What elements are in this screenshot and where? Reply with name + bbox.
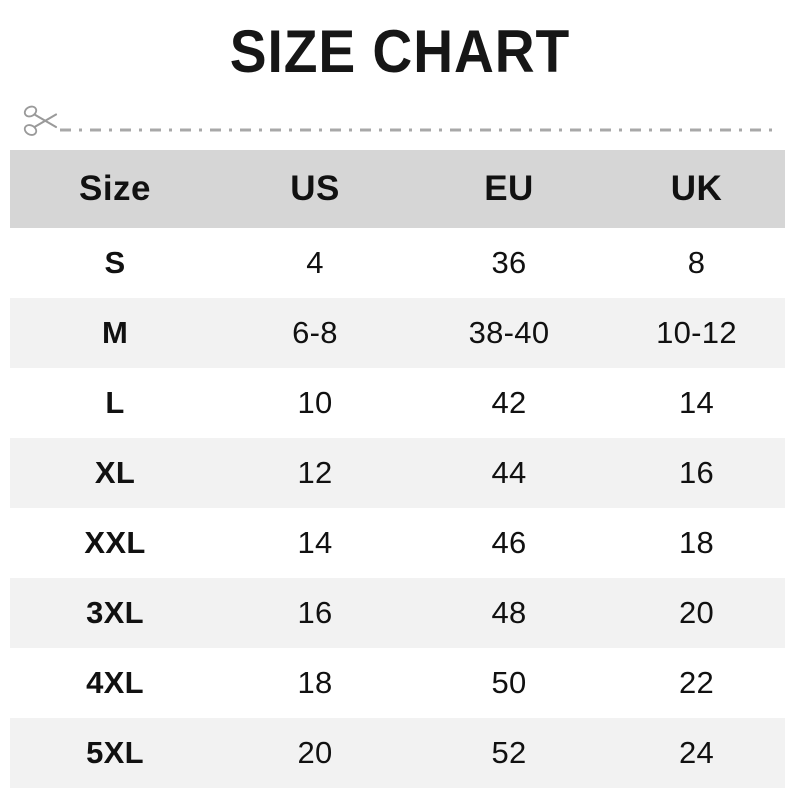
size-chart-table: Size US EU UK S 4 36 8 M 6-8 38-40 10-12… [10, 150, 785, 788]
page-title-container: SIZE CHART [0, 22, 800, 82]
column-header-us: US [220, 150, 410, 228]
cell-uk: 22 [608, 648, 785, 718]
scissors-icon [22, 104, 62, 138]
cell-us: 14 [220, 508, 410, 578]
cell-size: XXL [10, 508, 220, 578]
cell-uk: 16 [608, 438, 785, 508]
cell-size: S [10, 228, 220, 298]
cell-size: L [10, 368, 220, 438]
column-header-uk: UK [608, 150, 785, 228]
cell-uk: 18 [608, 508, 785, 578]
table-row: 4XL 18 50 22 [10, 648, 785, 718]
column-header-eu: EU [410, 150, 608, 228]
column-header-size: Size [10, 150, 220, 228]
table-body: S 4 36 8 M 6-8 38-40 10-12 L 10 42 14 XL… [10, 228, 785, 788]
cell-size: M [10, 298, 220, 368]
table-row: 5XL 20 52 24 [10, 718, 785, 788]
cell-us: 12 [220, 438, 410, 508]
table-header-row: Size US EU UK [10, 150, 785, 228]
cell-eu: 50 [410, 648, 608, 718]
table-header: Size US EU UK [10, 150, 785, 228]
cell-us: 10 [220, 368, 410, 438]
cell-eu: 38-40 [410, 298, 608, 368]
cell-size: 3XL [10, 578, 220, 648]
cell-eu: 44 [410, 438, 608, 508]
table-row: M 6-8 38-40 10-12 [10, 298, 785, 368]
cell-uk: 10-12 [608, 298, 785, 368]
cell-us: 16 [220, 578, 410, 648]
cell-us: 18 [220, 648, 410, 718]
cell-uk: 8 [608, 228, 785, 298]
cell-uk: 20 [608, 578, 785, 648]
table-row: XXL 14 46 18 [10, 508, 785, 578]
table-row: S 4 36 8 [10, 228, 785, 298]
dashed-cut-guide [60, 119, 778, 132]
cell-us: 6-8 [220, 298, 410, 368]
cell-eu: 42 [410, 368, 608, 438]
cell-us: 20 [220, 718, 410, 788]
page-title: SIZE CHART [229, 18, 571, 85]
cell-uk: 24 [608, 718, 785, 788]
cell-uk: 14 [608, 368, 785, 438]
cell-size: XL [10, 438, 220, 508]
table-row: L 10 42 14 [10, 368, 785, 438]
table-row: XL 12 44 16 [10, 438, 785, 508]
table-row: 3XL 16 48 20 [10, 578, 785, 648]
cell-us: 4 [220, 228, 410, 298]
cell-size: 5XL [10, 718, 220, 788]
cell-eu: 36 [410, 228, 608, 298]
cut-line [22, 104, 778, 138]
cell-size: 4XL [10, 648, 220, 718]
cell-eu: 46 [410, 508, 608, 578]
cell-eu: 48 [410, 578, 608, 648]
cell-eu: 52 [410, 718, 608, 788]
